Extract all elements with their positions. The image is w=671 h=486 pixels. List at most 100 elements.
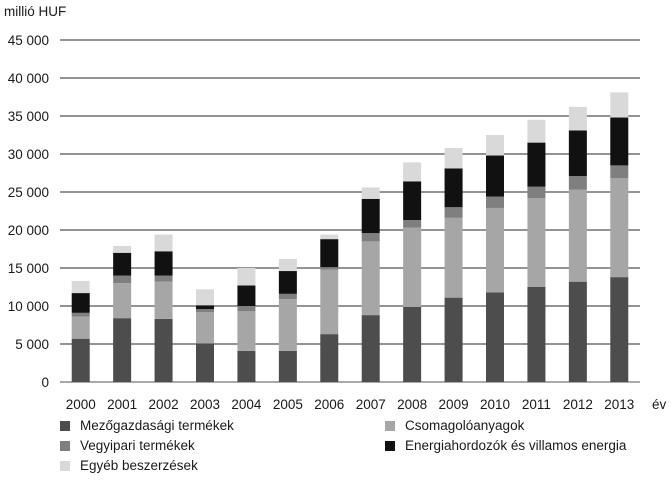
bar-segment xyxy=(527,186,546,199)
bar-segment xyxy=(527,119,546,143)
bar-segment xyxy=(113,275,132,284)
y-tick-label: 35 000 xyxy=(8,109,49,124)
bar-segment xyxy=(154,251,173,276)
bar-segment xyxy=(237,306,256,312)
y-tick-label: 20 000 xyxy=(8,223,49,238)
bar-segment xyxy=(154,234,173,252)
legend-swatch xyxy=(60,460,70,471)
bar-segment xyxy=(361,187,380,199)
bar-segment xyxy=(568,281,587,382)
bar-segment xyxy=(610,165,629,179)
x-tick-label: 2004 xyxy=(231,397,262,412)
y-tick-label: 30 000 xyxy=(8,147,49,162)
bar-segment xyxy=(154,318,173,382)
x-tick-label: 2002 xyxy=(149,397,179,412)
bar-segment xyxy=(71,280,90,294)
legend-item-csomagoloanyagok: Csomagolóanyagok xyxy=(385,418,524,433)
bar-segment xyxy=(486,155,504,197)
x-tick-label: 2007 xyxy=(356,397,386,412)
bar-segment xyxy=(610,178,629,278)
bar-segment xyxy=(403,220,422,228)
x-tick-label: 2003 xyxy=(190,397,220,412)
bar-segment xyxy=(444,168,463,208)
x-tick-label: 2005 xyxy=(273,397,303,412)
bar-segment xyxy=(320,334,339,382)
legend-swatch xyxy=(60,440,70,451)
legend-label: Mezőgazdasági termékek xyxy=(80,418,234,433)
gridlines xyxy=(60,39,640,383)
bar-segment xyxy=(113,245,132,253)
legend-label: Vegyipari termékek xyxy=(80,438,195,453)
legend-swatch xyxy=(385,420,395,431)
x-tick-label: 2006 xyxy=(314,397,344,412)
bar-segment xyxy=(403,181,422,221)
y-tick-label: 15 000 xyxy=(8,261,49,276)
x-tick-label: 2008 xyxy=(397,397,427,412)
bar-segment xyxy=(196,289,214,306)
legend-item-energiahordozok: Energiahordozók és villamos energia xyxy=(385,438,626,453)
bar-segment xyxy=(278,258,297,272)
legend-label: Csomagolóanyagok xyxy=(405,418,525,433)
bar-segment xyxy=(403,227,422,307)
bar-segment xyxy=(320,269,339,335)
bars xyxy=(71,92,629,382)
y-tick-label: 5 000 xyxy=(15,337,49,352)
bar-segment xyxy=(568,106,587,131)
bar-segment xyxy=(527,198,546,287)
bar-segment xyxy=(196,309,214,313)
bar-segment xyxy=(320,239,339,268)
bar-segment xyxy=(113,252,132,276)
bar-segment xyxy=(71,338,90,382)
x-tick-label: 2000 xyxy=(66,397,96,412)
x-tick-label: 2001 xyxy=(107,397,137,412)
bar-segment xyxy=(568,176,587,190)
bar-segment xyxy=(568,189,587,282)
x-tick-label: 2012 xyxy=(563,397,593,412)
bar-segment xyxy=(237,311,256,351)
bar-segment xyxy=(527,142,546,187)
bar-segment xyxy=(486,207,504,293)
x-tick-label: 2011 xyxy=(522,397,551,412)
y-tick-label: 0 xyxy=(41,375,49,390)
bar-segment xyxy=(154,275,173,282)
y-tick-label: 45 000 xyxy=(8,33,49,48)
legend-label: Egyéb beszerzések xyxy=(80,458,198,473)
bar-segment xyxy=(237,285,256,306)
bar-segment xyxy=(71,293,90,313)
axes: 0 5 000 10 000 15 000 20 000 25 000 30 000 35 0… xyxy=(8,33,635,412)
bar-segment xyxy=(237,268,256,286)
bar-segment xyxy=(237,350,256,382)
x-axis-label: év xyxy=(652,397,667,412)
bar-segment xyxy=(278,293,297,300)
y-tick-label: 40 000 xyxy=(8,71,49,86)
bar-segment xyxy=(444,207,463,218)
x-tick-label: 2013 xyxy=(604,397,634,412)
legend-label: Energiahordozók és villamos energia xyxy=(405,438,627,453)
legend-item-vegyipari: Vegyipari termékek xyxy=(60,438,195,453)
bar-segment xyxy=(278,271,297,294)
bar-segment xyxy=(527,287,546,382)
bar-segment xyxy=(154,281,173,319)
x-tick-label: 2010 xyxy=(480,397,510,412)
bar-segment xyxy=(444,147,463,169)
legend-item-mezogazdasagi: Mezőgazdasági termékek xyxy=(60,418,234,433)
bar-segment xyxy=(610,117,629,166)
legend-swatch xyxy=(60,420,70,431)
legend: Mezőgazdasági termékek Csomagolóanyagok … xyxy=(60,418,660,478)
bar-segment xyxy=(610,277,629,382)
bar-segment xyxy=(113,318,132,382)
y-tick-label: 10 000 xyxy=(8,299,49,314)
bar-segment xyxy=(403,162,422,182)
y-axis-label: millió HUF xyxy=(4,4,66,19)
bar-segment xyxy=(444,217,463,298)
y-tick-label: 25 000 xyxy=(8,185,49,200)
bar-segment xyxy=(196,305,214,310)
x-tick-label: 2009 xyxy=(439,397,469,412)
bar-segment xyxy=(486,135,504,156)
bar-segment xyxy=(71,312,90,317)
legend-item-egyeb: Egyéb beszerzések xyxy=(60,458,198,473)
bar-segment xyxy=(568,130,587,177)
bar-segment xyxy=(610,92,629,118)
